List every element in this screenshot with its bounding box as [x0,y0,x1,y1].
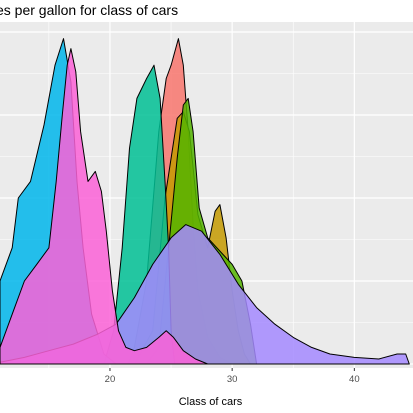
x-tick-label: 20 [105,374,116,385]
chart-title: es per gallon for class of cars [0,2,179,18]
x-axis-title: Class of cars [179,396,243,408]
x-axis: 20 30 40 [105,368,360,385]
x-tick-label: 40 [349,374,360,385]
density-area-7 [0,48,209,365]
density-series [0,38,410,365]
x-tick-label: 30 [227,374,238,385]
